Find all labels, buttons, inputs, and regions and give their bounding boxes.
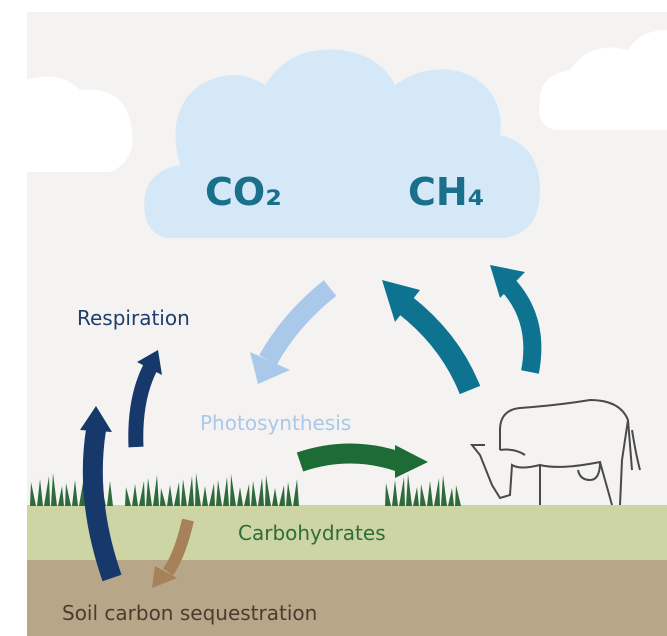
grass-blade: [181, 479, 187, 506]
grass-blade: [230, 474, 236, 506]
grass-blade: [216, 480, 222, 506]
grass-strip: [27, 505, 667, 562]
grass-blade: [30, 482, 36, 506]
grass-blade: [125, 487, 131, 506]
grass-blade: [399, 477, 405, 506]
grass-blade: [188, 476, 194, 506]
grass-blade: [146, 478, 152, 506]
grass-blade: [244, 484, 250, 506]
grass-blade: [37, 479, 43, 506]
emission-arrow: [501, 278, 542, 374]
grass-blade: [385, 483, 391, 506]
grass-blade: [58, 486, 64, 506]
grass-blade: [72, 480, 78, 506]
grass-blade: [265, 475, 271, 506]
grass-blade: [195, 473, 201, 506]
grass-blade: [448, 488, 454, 506]
arrow-head: [250, 352, 290, 384]
cloud-right: [539, 30, 667, 130]
grass-blade: [167, 485, 173, 506]
soil-label: Soil carbon sequestration: [62, 601, 317, 625]
grass-blade: [272, 488, 278, 506]
grass-blade: [209, 483, 215, 506]
arrow-head: [80, 406, 112, 432]
grass-blade: [293, 479, 299, 506]
gas-label: CH₄: [408, 170, 484, 214]
cloud-left: [27, 76, 133, 172]
arrow-head: [137, 350, 162, 375]
grass-blade: [139, 481, 145, 506]
grass-blade: [153, 475, 159, 506]
grass-blade: [237, 487, 243, 506]
grass-blade: [434, 478, 440, 506]
grass-blade: [251, 481, 257, 506]
cow: [469, 398, 641, 506]
grass-blade: [132, 484, 138, 506]
soil: [27, 560, 667, 636]
grass-blade: [44, 476, 50, 506]
grass-blade: [160, 488, 166, 506]
grass-blade: [413, 487, 419, 506]
grass-blade: [427, 481, 433, 506]
grass-blade: [392, 480, 398, 506]
grass-blade: [286, 482, 292, 506]
emission-arrow: [398, 296, 481, 395]
gas-label: CO₂: [205, 170, 282, 214]
sequestration-arrow: [162, 518, 194, 576]
carbohydrate-arrow: [296, 443, 404, 472]
grass-blade: [420, 484, 426, 506]
carbohydrates-label: Carbohydrates: [238, 521, 386, 545]
respiration-label: Respiration: [77, 306, 190, 330]
photosynthesis-label: Photosynthesis: [200, 411, 351, 435]
grass-blade: [202, 486, 208, 506]
arrow-head: [395, 445, 428, 478]
respiration-arrow: [82, 428, 122, 582]
respiration-arrow: [128, 364, 157, 448]
grass-blade: [223, 477, 229, 506]
grass-blade: [65, 483, 71, 506]
photosynthesis-arrow: [259, 280, 337, 365]
grass-blade: [455, 485, 461, 506]
grass-blade: [258, 478, 264, 506]
arrow-head: [382, 280, 420, 322]
arrow-head: [490, 265, 525, 298]
arrow-head: [152, 566, 177, 588]
gas-cloud: [144, 49, 540, 238]
grass-blade: [51, 473, 57, 506]
grass-blade: [406, 474, 412, 506]
grass-blade: [107, 481, 113, 506]
grass-blade: [441, 475, 447, 506]
grass-blade: [279, 485, 285, 506]
grass-blade: [174, 482, 180, 506]
